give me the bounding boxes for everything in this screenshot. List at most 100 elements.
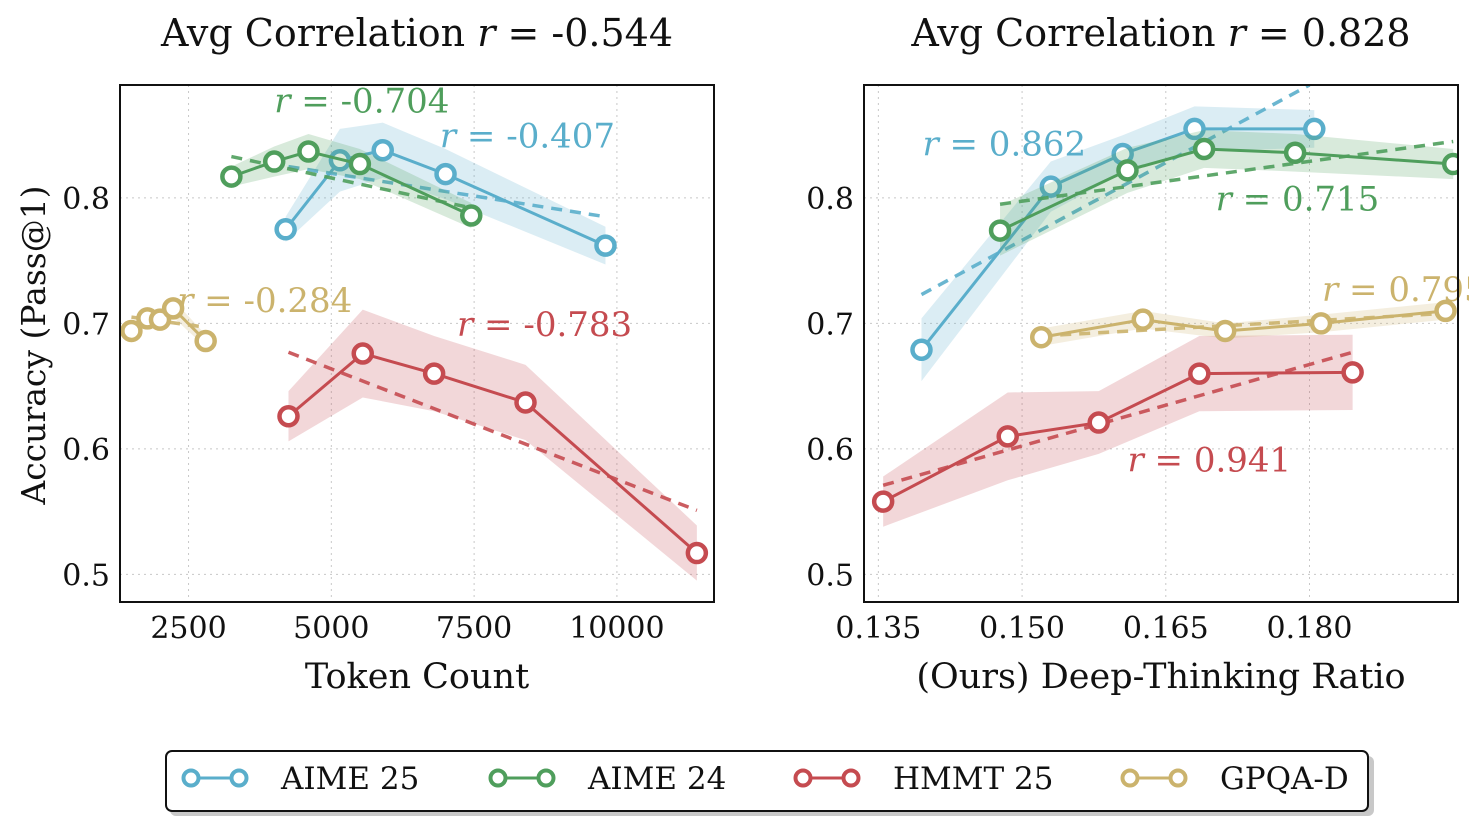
- series-aime-25: [910, 85, 1326, 382]
- correlation-annotation: r = 0.795: [1322, 270, 1469, 310]
- data-point: [996, 425, 1019, 448]
- confidence-band: [1000, 130, 1454, 256]
- legend-item-gpqa-d: GPQA-D: [1120, 761, 1349, 797]
- x-tick-label: 2500: [150, 611, 226, 646]
- data-point: [1029, 325, 1053, 349]
- data-point: [1039, 175, 1063, 198]
- data-point: [348, 152, 372, 176]
- trend-line: [287, 350, 698, 513]
- confidence-band: [883, 334, 1353, 527]
- data-point: [161, 297, 185, 320]
- x-axis-label: (Ours) Deep-Thinking Ratio: [916, 657, 1405, 697]
- legend-label: AIME 25: [280, 761, 419, 797]
- series-hmmt-25: [871, 334, 1364, 527]
- data-point: [422, 362, 446, 385]
- x-tick-label: 0.180: [1267, 611, 1353, 646]
- y-tick-label: 0.6: [806, 433, 854, 468]
- title-prefix: Avg Correlation: [910, 11, 1227, 55]
- correlation-annotation: r = 0.862: [922, 124, 1086, 164]
- data-point: [1116, 159, 1139, 182]
- series-hmmt-25: [277, 309, 709, 581]
- data-point: [297, 140, 320, 163]
- correlation-annotation: r = 0.941: [1127, 440, 1291, 480]
- data-point: [685, 541, 709, 565]
- legend-label: AIME 24: [587, 761, 726, 797]
- data-point: [1283, 141, 1307, 165]
- data-point: [594, 234, 617, 257]
- legend-label: HMMT 25: [893, 761, 1054, 797]
- legend-item-aime-25: AIME 25: [181, 761, 419, 797]
- y-tick-label: 0.8: [806, 182, 854, 217]
- series-aime-24: [988, 130, 1458, 256]
- correlation-annotation: r = 0.715: [1216, 179, 1380, 219]
- chart-title: Avg Correlation r = -0.544: [160, 11, 673, 55]
- plot-frame: [863, 84, 1459, 603]
- legend-item-aime-24: AIME 24: [488, 761, 726, 797]
- x-tick-label: 0.165: [1123, 611, 1209, 646]
- data-point: [351, 342, 374, 365]
- title-variable: r: [1228, 11, 1249, 55]
- series-gpqa-d: [120, 297, 217, 353]
- data-point: [910, 338, 933, 362]
- x-tick-label: 7500: [436, 611, 512, 646]
- data-point: [274, 218, 297, 241]
- title-value: = 0.828: [1246, 11, 1411, 55]
- title-value: = -0.544: [495, 11, 673, 55]
- data-point: [120, 319, 143, 343]
- data-point: [220, 165, 243, 188]
- data-point: [1303, 117, 1326, 141]
- data-point: [1188, 362, 1211, 385]
- data-point: [1087, 411, 1110, 434]
- data-point: [1131, 308, 1155, 331]
- x-tick-label: 5000: [293, 611, 369, 646]
- x-tick-label: 0.135: [835, 611, 921, 646]
- correlation-annotation: r = -0.783: [457, 305, 632, 345]
- y-axis-label: Accuracy (Pass@1): [14, 185, 53, 505]
- data-point: [460, 204, 483, 227]
- legend-item-hmmt-25: HMMT 25: [793, 761, 1054, 797]
- data-point: [1183, 117, 1206, 141]
- correlation-annotation: r = -0.284: [177, 281, 352, 321]
- x-tick-label: 10000: [569, 611, 664, 646]
- correlation-annotation: r = -0.407: [440, 117, 615, 157]
- data-point: [1192, 137, 1216, 161]
- data-point: [988, 219, 1012, 242]
- plot-frame: [119, 84, 715, 603]
- y-tick-label: 0.7: [62, 307, 110, 342]
- data-point: [1213, 319, 1237, 343]
- x-tick-label: 0.150: [979, 611, 1065, 646]
- series-aime-24: [220, 133, 483, 229]
- data-point: [1341, 361, 1364, 384]
- trend-line: [920, 85, 1311, 297]
- x-axis-label: Token Count: [305, 657, 529, 697]
- data-point: [514, 391, 537, 414]
- y-tick-label: 0.8: [62, 182, 110, 217]
- data-point: [1441, 152, 1458, 176]
- data-point: [1309, 312, 1333, 335]
- title-variable: r: [477, 11, 498, 55]
- trend-line: [1041, 311, 1446, 338]
- legend: AIME 25 AIME 24 HMMT 25 GPQA-D: [165, 750, 1374, 816]
- trend-line: [131, 315, 206, 329]
- y-tick-label: 0.5: [62, 558, 110, 593]
- confidence-band: [288, 309, 697, 581]
- correlation-annotation: r = -0.704: [274, 82, 449, 122]
- data-point: [277, 405, 300, 428]
- data-point: [1434, 299, 1457, 323]
- y-tick-label: 0.6: [62, 433, 110, 468]
- y-tick-label: 0.7: [806, 307, 854, 342]
- chart-title: Avg Correlation r = 0.828: [910, 11, 1410, 55]
- data-point: [194, 329, 217, 353]
- data-point: [434, 162, 457, 186]
- y-tick-label: 0.5: [806, 558, 854, 593]
- data-point: [871, 490, 895, 513]
- trend-line: [288, 164, 606, 219]
- legend-label: GPQA-D: [1220, 761, 1349, 797]
- data-point: [262, 150, 286, 173]
- series-gpqa-d: [1029, 299, 1457, 349]
- chart-panel-2: Avg Correlation r = 0.828 r = 0.862 r = 0.…: [806, 11, 1469, 697]
- data-point: [371, 139, 394, 162]
- title-prefix: Avg Correlation: [160, 11, 477, 55]
